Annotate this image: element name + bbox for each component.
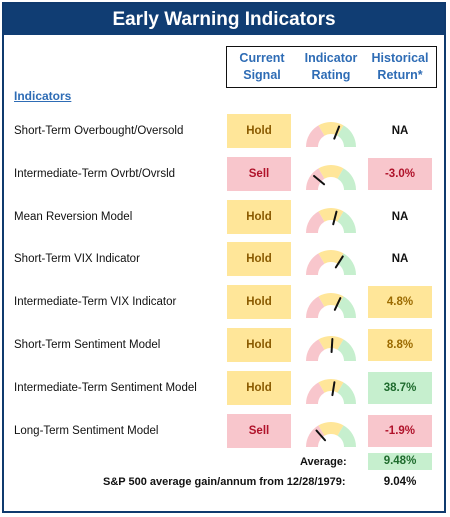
rating-gauge xyxy=(302,411,360,451)
indicator-name: Short-Term Sentiment Model xyxy=(14,339,161,351)
signal-badge: Sell xyxy=(227,156,291,191)
header-historical-return: Historical Return* xyxy=(371,51,429,82)
gauge-buy-zone xyxy=(337,125,356,147)
gauge-hold-zone xyxy=(318,421,344,436)
gauge-sell-zone xyxy=(306,339,325,361)
rating-gauge xyxy=(302,239,360,279)
indicator-name: Intermediate-Term Ovrbt/Ovrsld xyxy=(14,167,176,180)
indicators-heading: Indicators xyxy=(14,89,72,103)
indicator-name: Intermediate-Term Sentiment Model xyxy=(14,381,197,394)
gauge-sell-zone xyxy=(306,296,325,319)
indicator-name: Long-Term Sentiment Model xyxy=(14,424,159,437)
historical-return-value: -1.9% xyxy=(368,414,432,447)
gauge-needle xyxy=(330,338,334,354)
signal-badge: Hold xyxy=(227,199,291,234)
gauge-sell-zone xyxy=(306,382,325,404)
gauge-buy-zone xyxy=(337,339,356,361)
rating-gauge xyxy=(302,111,360,151)
average-value: 9.48% xyxy=(368,453,432,470)
gauge-sell-zone xyxy=(306,424,325,447)
rating-gauge xyxy=(302,154,360,194)
rating-gauge xyxy=(302,282,360,322)
signal-badge: Hold xyxy=(227,114,291,148)
gauge-svg xyxy=(306,207,356,233)
gauge-svg xyxy=(306,250,356,276)
signal-badge: Hold xyxy=(227,370,291,405)
indicator-name: Short-Term Overbought/Oversold xyxy=(14,125,184,137)
panel-title: Early Warning Indicators xyxy=(4,4,444,35)
gauge-buy-zone xyxy=(337,424,356,447)
average-label: Average: xyxy=(300,456,347,468)
historical-return-value: NA xyxy=(391,253,409,266)
gauge-sell-zone xyxy=(306,253,325,276)
historical-return-value: -3.0% xyxy=(368,157,432,190)
sp500-value: 9.04% xyxy=(383,476,417,488)
historical-return-value: 4.8% xyxy=(368,286,432,319)
gauge-needle xyxy=(315,429,327,441)
rating-gauge xyxy=(302,197,360,237)
rating-gauge xyxy=(302,325,360,365)
gauge-needle xyxy=(333,297,342,312)
header-indicator-rating: Indicator Rating xyxy=(304,51,358,82)
indicator-name: Short-Term VIX Indicator xyxy=(14,253,140,266)
gauge-needle xyxy=(331,381,336,396)
gauge-hold-zone xyxy=(318,250,344,265)
gauge-hold-zone xyxy=(318,336,344,350)
gauge-svg xyxy=(306,421,356,447)
gauge-needle xyxy=(333,125,341,140)
gauge-needle xyxy=(332,210,338,225)
gauge-hold-zone xyxy=(318,164,344,179)
gauge-svg xyxy=(306,164,356,190)
signal-badge: Hold xyxy=(227,285,291,320)
gauge-buy-zone xyxy=(337,382,356,404)
historical-return-value: NA xyxy=(391,125,409,137)
gauge-svg xyxy=(306,122,356,147)
sp500-label: S&P 500 average gain/annum from 12/28/19… xyxy=(103,476,346,488)
indicator-name: Mean Reversion Model xyxy=(14,210,133,223)
gauge-sell-zone xyxy=(306,210,325,233)
gauge-buy-zone xyxy=(337,210,356,233)
historical-return-value: 8.8% xyxy=(368,329,432,361)
signal-badge: Sell xyxy=(227,413,291,448)
indicator-name: Intermediate-Term VIX Indicator xyxy=(14,296,177,309)
header-current-signal: Current Signal xyxy=(239,51,285,82)
gauge-svg xyxy=(306,293,356,319)
historical-return-value: 38.7% xyxy=(368,371,432,404)
gauge-svg xyxy=(306,378,356,404)
gauge-needle xyxy=(334,255,344,269)
historical-return-value: NA xyxy=(391,210,409,223)
signal-badge: Hold xyxy=(227,242,291,277)
gauge-needle xyxy=(313,174,326,186)
column-header-box xyxy=(226,46,437,88)
gauge-buy-zone xyxy=(337,168,356,190)
gauge-sell-zone xyxy=(306,125,325,147)
gauge-hold-zone xyxy=(318,378,344,393)
rating-gauge xyxy=(302,368,360,408)
gauge-sell-zone xyxy=(306,168,325,190)
signal-badge: Hold xyxy=(227,328,291,362)
gauge-svg xyxy=(306,336,356,361)
gauge-buy-zone xyxy=(337,296,356,319)
